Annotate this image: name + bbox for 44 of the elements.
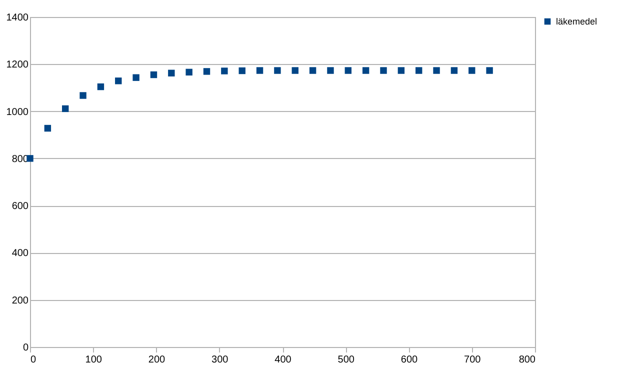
point xyxy=(486,67,493,74)
point xyxy=(344,67,352,74)
point xyxy=(150,71,158,78)
y-tick-label: 1400 xyxy=(6,12,29,24)
y-tick-label: 1000 xyxy=(6,106,29,118)
point xyxy=(97,83,104,90)
point xyxy=(115,78,122,84)
y-tick-label: 600 xyxy=(12,201,29,212)
point xyxy=(26,155,34,162)
point xyxy=(80,92,86,99)
x-tick-label: 0 xyxy=(30,354,36,366)
y-tick-label: 1200 xyxy=(6,60,29,71)
point xyxy=(362,67,370,74)
point xyxy=(168,70,175,76)
x-tick-label: 800 xyxy=(518,354,536,366)
point xyxy=(415,67,422,74)
point xyxy=(62,105,69,112)
point xyxy=(221,68,228,74)
point xyxy=(468,67,476,74)
x-tick-label: 500 xyxy=(338,354,355,366)
y-tick-label: 200 xyxy=(12,295,29,306)
point xyxy=(380,67,387,74)
x-tick-label: 600 xyxy=(400,354,418,366)
point xyxy=(450,67,458,74)
x-tick-label: 100 xyxy=(85,354,102,366)
point xyxy=(327,67,334,74)
point xyxy=(256,67,264,74)
point xyxy=(132,74,140,81)
y-tick-label: 400 xyxy=(12,248,29,260)
x-tick-label: 200 xyxy=(148,354,166,366)
point xyxy=(238,67,246,74)
point xyxy=(44,124,52,132)
legend-label: läkemedel xyxy=(556,16,598,26)
x-tick-label: 700 xyxy=(464,354,482,366)
point xyxy=(398,67,405,74)
point xyxy=(274,67,281,74)
x-tick-label: 400 xyxy=(274,354,292,366)
x-tick-label: 300 xyxy=(212,354,229,366)
point xyxy=(309,67,316,74)
point xyxy=(292,67,298,74)
point xyxy=(186,68,192,76)
y-tick-label: 0 xyxy=(22,342,29,354)
point xyxy=(203,68,210,75)
point xyxy=(433,67,440,74)
